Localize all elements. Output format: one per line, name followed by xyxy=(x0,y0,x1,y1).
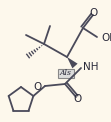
Polygon shape xyxy=(67,57,78,68)
Text: O: O xyxy=(90,8,98,18)
Text: OH: OH xyxy=(101,33,111,43)
Text: Als: Als xyxy=(60,69,72,77)
Text: O: O xyxy=(34,82,42,92)
FancyBboxPatch shape xyxy=(58,68,74,77)
Text: NH: NH xyxy=(83,62,98,72)
Text: O: O xyxy=(74,94,82,104)
